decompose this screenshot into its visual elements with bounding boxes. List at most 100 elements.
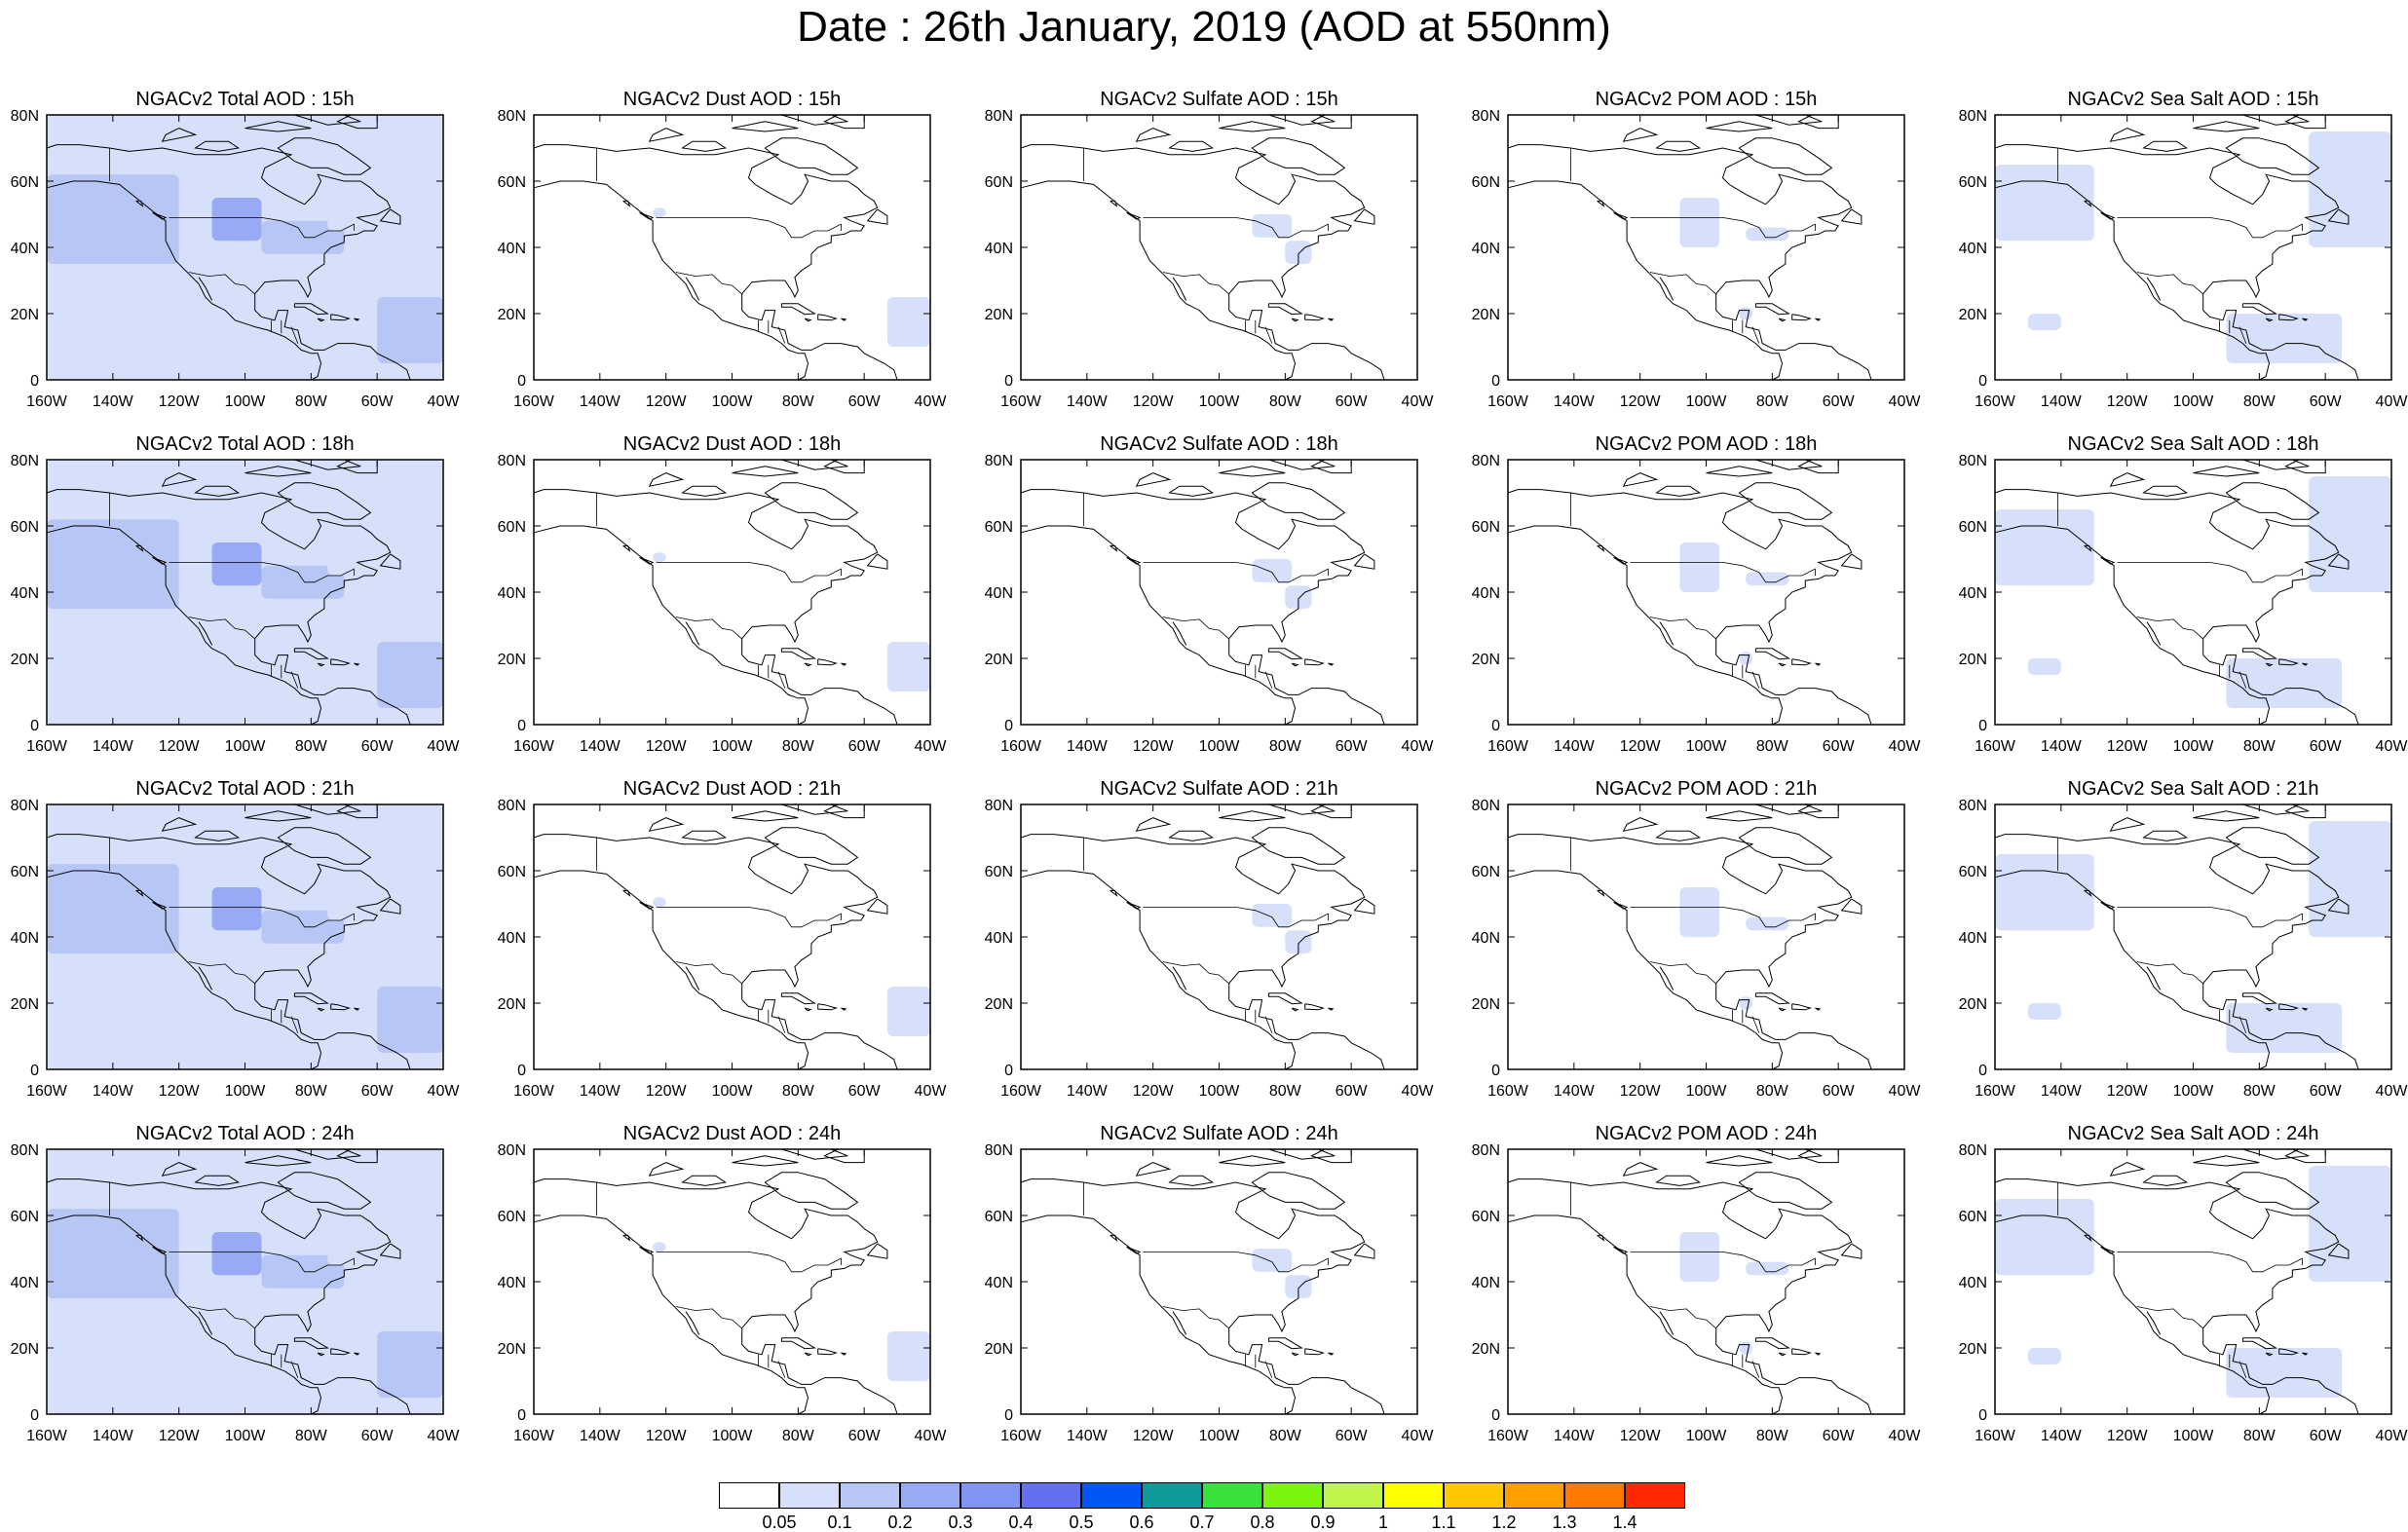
coastline bbox=[2284, 459, 2326, 474]
coastline bbox=[1659, 621, 1674, 646]
colorbar-swatch bbox=[1444, 1482, 1504, 1509]
lon-tick-label: 160W bbox=[1975, 1428, 2016, 1444]
lat-tick-label: 80N bbox=[1959, 453, 1987, 469]
aod-map: 160W 140W 120W 100W 80W 60W 40W 80N 60N 40N 20N 0 bbox=[1472, 453, 1922, 755]
lon-tick-label: 80W bbox=[782, 1428, 815, 1444]
lon-tick-label: 40W bbox=[1402, 1083, 1435, 1100]
coastline bbox=[194, 1175, 241, 1186]
coastline bbox=[379, 898, 401, 915]
aod-shading bbox=[1739, 307, 1752, 320]
aod-map: 160W 140W 120W 100W 80W 60W 40W 80N 60N 40N 20N 0 bbox=[1959, 453, 2408, 755]
coastline bbox=[533, 870, 809, 1070]
country-border bbox=[1649, 1306, 1716, 1329]
coastline bbox=[2202, 293, 2359, 381]
coastline bbox=[2142, 140, 2189, 152]
coastline bbox=[622, 1234, 631, 1242]
lat-tick-label: 80N bbox=[1472, 453, 1500, 469]
panel-title: NGACv2 Sea Salt AOD : 18h bbox=[2067, 433, 2319, 455]
coastline bbox=[817, 1003, 838, 1011]
lon-tick-label: 140W bbox=[2041, 393, 2083, 410]
aod-shading bbox=[1739, 996, 1752, 1010]
aod-shading bbox=[327, 526, 443, 576]
lon-tick-label: 60W bbox=[848, 393, 882, 410]
lon-tick-label: 40W bbox=[915, 1083, 948, 1100]
coastline bbox=[732, 466, 799, 477]
coastline bbox=[198, 1311, 213, 1335]
coastline bbox=[2242, 459, 2310, 470]
coastline bbox=[1659, 1311, 1674, 1335]
coastline bbox=[1797, 459, 1839, 474]
lat-tick-label: 20N bbox=[1472, 996, 1500, 1013]
aod-map: 160W 140W 120W 100W 80W 60W 40W 80N 60N 40N 20N 0 bbox=[11, 453, 461, 755]
colorbar-swatch bbox=[1021, 1482, 1081, 1509]
coastline bbox=[2109, 472, 2146, 487]
lon-tick-label: 160W bbox=[513, 738, 555, 755]
lon-tick-label: 140W bbox=[1554, 738, 1596, 755]
coastline bbox=[1268, 459, 1336, 470]
lon-tick-label: 80W bbox=[2243, 1428, 2276, 1444]
lat-tick-label: 80N bbox=[11, 108, 39, 125]
lat-tick-label: 40N bbox=[498, 930, 526, 947]
map-frame bbox=[533, 803, 931, 1070]
map-frame bbox=[533, 1148, 931, 1415]
coastline bbox=[152, 556, 168, 565]
colorbar-swatch bbox=[1202, 1482, 1262, 1509]
coastline bbox=[1110, 1234, 1118, 1242]
coastline bbox=[1738, 137, 1833, 175]
lat-tick-label: 80N bbox=[1959, 1142, 1987, 1159]
lon-tick-label: 100W bbox=[712, 1428, 754, 1444]
coastline bbox=[330, 1003, 351, 1011]
coastline bbox=[2284, 803, 2326, 819]
coastline bbox=[1507, 834, 1853, 989]
coastline bbox=[135, 889, 144, 897]
lat-tick-label: 60N bbox=[498, 519, 526, 536]
coastline bbox=[2302, 1007, 2309, 1011]
country-border bbox=[2239, 1361, 2247, 1378]
coastline bbox=[1815, 662, 1822, 666]
coastline bbox=[817, 314, 838, 321]
coastline bbox=[1267, 648, 1303, 660]
coastline bbox=[1706, 810, 1773, 822]
lat-tick-label: 80N bbox=[498, 798, 526, 814]
coastline bbox=[1020, 144, 1366, 299]
lon-tick-label: 100W bbox=[225, 1083, 267, 1100]
colorbar-swatch bbox=[719, 1482, 779, 1509]
coastline bbox=[1251, 137, 1346, 175]
aod-shading bbox=[47, 864, 179, 953]
map-panel: NGACv2 Total AOD : 15h 160W 140W 120W 100W 80… bbox=[0, 88, 487, 429]
aod-shading bbox=[2309, 1166, 2391, 1282]
map-panel: NGACv2 Sea Salt AOD : 18h 160W 140W 120W 100… bbox=[1948, 432, 2408, 773]
coastline bbox=[1754, 1337, 1790, 1350]
aod-map: 160W 140W 120W 100W 80W 60W 40W 80N 60N 40N 20N 0 bbox=[985, 453, 1435, 755]
panel-title: NGACv2 Sea Salt AOD : 21h bbox=[2067, 778, 2319, 800]
coastline bbox=[1507, 870, 1784, 1070]
coastline bbox=[1268, 1148, 1336, 1160]
coastline bbox=[2241, 648, 2277, 660]
coastline bbox=[1172, 1311, 1187, 1335]
colorbar-label: 1.1 bbox=[1431, 1513, 1456, 1532]
aod-shading bbox=[327, 871, 443, 920]
aod-shading bbox=[261, 565, 345, 599]
map-panel: NGACv2 POM AOD : 21h 160W 140W 120W 100W 80W 6… bbox=[1461, 777, 1948, 1118]
coastline bbox=[161, 817, 198, 832]
coastline bbox=[161, 1162, 198, 1177]
country-border bbox=[188, 961, 255, 985]
lat-tick-label: 80N bbox=[1959, 798, 1987, 814]
country-border bbox=[777, 1016, 786, 1033]
lat-tick-label: 20N bbox=[1472, 307, 1500, 323]
lat-tick-label: 0 bbox=[1978, 1063, 1987, 1079]
coastline bbox=[2142, 1175, 2189, 1186]
lon-tick-label: 40W bbox=[428, 738, 461, 755]
country-border bbox=[1630, 562, 1816, 583]
aod-map: 160W 140W 120W 100W 80W 60W 40W 80N 60N 40N 20N 0 bbox=[498, 1142, 948, 1444]
colorbar-label: 1 bbox=[1377, 1513, 1388, 1532]
aod-map: 160W 140W 120W 100W 80W 60W 40W 80N 60N 40N 20N 0 bbox=[1959, 1142, 2408, 1444]
lat-tick-label: 0 bbox=[1491, 373, 1500, 390]
coastline bbox=[1310, 803, 1352, 819]
lon-tick-label: 160W bbox=[1487, 393, 1529, 410]
lat-tick-label: 80N bbox=[11, 1142, 39, 1159]
lat-tick-label: 0 bbox=[1491, 1407, 1500, 1424]
lon-tick-label: 40W bbox=[2376, 1428, 2408, 1444]
country-border bbox=[656, 217, 842, 239]
coastline bbox=[1815, 318, 1822, 321]
